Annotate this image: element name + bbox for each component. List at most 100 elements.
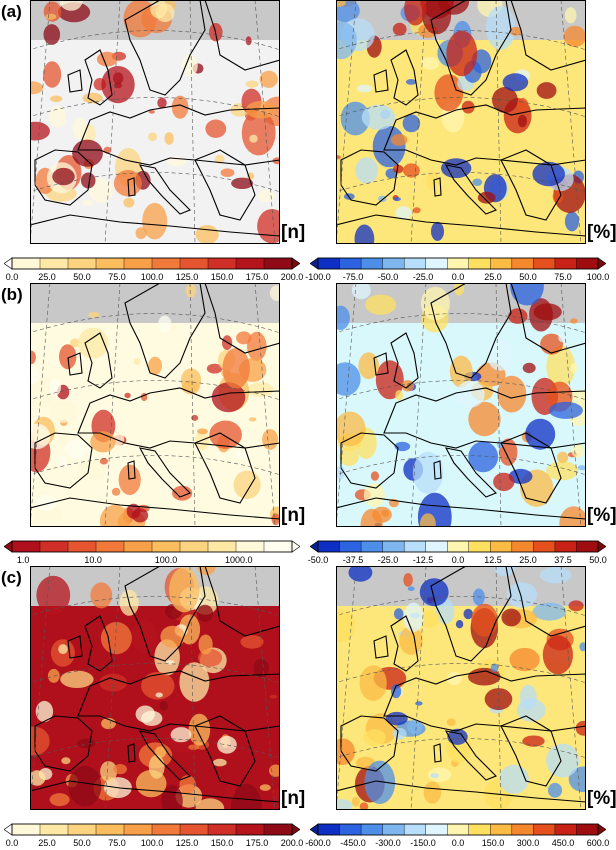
colorbar-segment [67,823,97,836]
colorbar-tick-label: -25.0 [377,555,399,565]
coastline [84,332,113,389]
colorbar-left-arrow [309,823,319,836]
colorbar-tick-label: -450.0 [340,838,366,848]
colorbar-segment [360,257,384,270]
coastline [204,0,280,71]
colorbar-tick-label: 25.0 [484,272,502,282]
coastline [390,615,419,672]
colorbar-segment [39,540,69,553]
colorbar-segment [533,540,556,553]
colorbar-right-arrow [597,257,607,270]
colorbar-left-arrow [3,257,13,270]
colorbar-segment [403,540,427,553]
colorbar-segment [317,257,341,270]
map-svg [30,0,280,244]
colorbar-tick-label: 100.0 [140,838,164,848]
colorbar-segment [425,823,448,836]
colorbar-segment [511,823,534,836]
colorbar-tick-label: 175.0 [245,838,269,848]
colorbar-segment [151,540,181,553]
colorbar-tick-label: 200.0 [280,272,304,282]
colorbar-segment [468,823,491,836]
colorbar-segment [151,257,181,270]
coastline [340,432,399,489]
coastline [77,387,280,449]
colorbar [309,540,607,558]
colorbar [3,823,301,841]
colorbar-tick-label: -37.5 [342,555,364,565]
colorbar-tick-label: 37.5 [554,555,572,565]
colorbar-tick-label: -100.0 [305,272,331,282]
colorbar-tick-label: 300.0 [516,838,540,848]
unit-label: [%] [587,788,616,809]
colorbar-segment [95,257,125,270]
colorbar-segment [39,823,69,836]
panel-label: (b) [1,285,23,304]
colorbar-tick-label: -50.0 [307,555,329,565]
colorbar-segment [317,823,341,836]
colorbar-tick-label: 50.0 [73,838,91,848]
coastline [67,635,83,659]
colorbar-segment [425,257,448,270]
colorbar-tick-label: 0.0 [5,272,19,282]
colorbar-tick-label: 100.0 [154,555,178,565]
coastline [430,283,512,379]
colorbar-tick-label: 12.5 [484,555,502,565]
coastline [373,635,389,659]
colorbar-segment [425,540,448,553]
colorbar-segment [576,540,599,553]
map-panel-2-left [30,283,280,527]
colorbar-tick-label: 200.0 [280,838,304,848]
colorbar-segment [447,540,470,553]
colorbar-segment [263,823,293,836]
colorbar-right-arrow [291,257,301,270]
colorbar-right-arrow [291,823,301,836]
coastline [430,566,512,662]
colorbar-segment [235,823,265,836]
colorbar [309,257,607,275]
colorbar-tick-label: -12.5 [412,555,434,565]
coastline [77,670,280,732]
coastline [194,442,256,504]
colorbar-tick-label: 10.0 [84,555,102,565]
map-svg [336,0,586,244]
coastline [127,177,136,197]
colorbar-tick-label: 25.0 [519,555,537,565]
colorbar-segment [151,823,181,836]
colorbar-segment [11,540,41,553]
coastline [124,283,206,379]
colorbar-segment [339,823,362,836]
colorbar-segment [339,540,362,553]
colorbar-segment [490,823,513,836]
coastline [373,69,389,93]
colorbar-tick-label: 0.0 [451,272,465,282]
colorbar-tick-label: 450.0 [551,838,575,848]
colorbar-left-arrow [309,257,319,270]
coastline [430,0,512,96]
coastline [433,743,442,763]
colorbar-segment [207,257,237,270]
panel-label: (a) [1,2,22,21]
coastline [30,780,280,810]
coastline [336,497,586,527]
coastline [194,159,256,221]
colorbar-segment [490,540,513,553]
coastline [340,149,399,206]
colorbar [3,257,301,275]
coastline [433,460,442,480]
map-svg [336,566,586,810]
coastline [373,352,389,376]
map-svg [30,566,280,810]
colorbar-tick-label: 50.0 [519,272,537,282]
coastline [510,283,586,354]
coastline [124,566,206,662]
coastline [34,432,93,489]
colorbar-left-arrow [3,823,13,836]
colorbar-segment [403,257,427,270]
coastline [383,104,586,166]
coastline [77,104,280,166]
colorbar-segment [490,257,513,270]
colorbar-tick-label: 50.0 [589,555,607,565]
colorbar-segment [339,257,362,270]
coastline [204,566,280,637]
